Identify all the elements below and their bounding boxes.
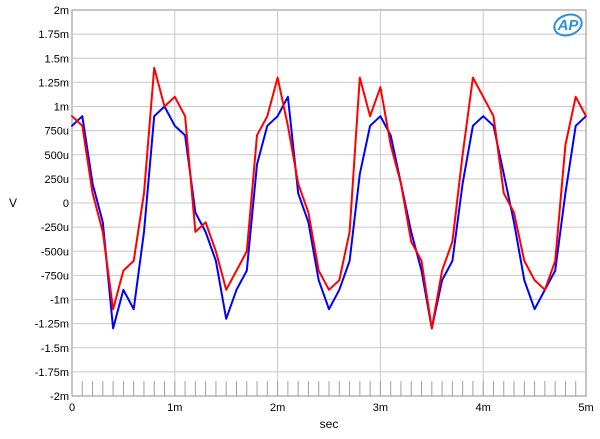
grid [72,10,586,396]
series-layer [71,66,587,330]
y-tick-label: 250u [45,174,69,186]
x-axis-title: sec [320,417,339,431]
y-tick-label: 1.25m [38,77,69,89]
y-tick-label: 500u [45,150,69,162]
x-tick-label: 4m [476,402,491,414]
y-tick-label: 2m [54,5,69,17]
x-tick-labels: 0 1m 2m 3m 4m 5m [69,402,594,414]
series-line-1 [71,95,587,330]
series-line-2 [71,66,587,330]
y-tick-label: 1.75m [38,29,69,41]
x-tick-label: 2m [270,402,285,414]
x-minor-ticks [81,381,577,396]
x-tick-label: 3m [373,402,388,414]
y-tick-label: -2m [50,391,69,403]
y-tick-label: 0 [63,198,69,210]
ap-logo: AP [553,13,583,37]
y-tick-label: -250u [41,222,69,234]
y-tick-label: -750u [41,270,69,282]
y-tick-label: 1m [54,102,69,114]
y-tick-label: 1.5m [45,53,69,65]
y-tick-label: -1.5m [41,343,69,355]
x-tick-label: 5m [578,402,593,414]
ap-logo-text: AP [557,17,580,34]
y-tick-label: -1m [50,295,69,307]
y-tick-label: 750u [45,126,69,138]
y-tick-label: -1.25m [35,319,69,331]
y-tick-label: -1.75m [35,367,69,379]
y-axis-title: V [9,196,17,210]
y-tick-labels: 2m 1.75m 1.5m 1.25m 1m 750u 500u 250u 0 -250u -500… [35,5,69,403]
ap-logo-ring [553,13,583,37]
x-tick-label: 0 [69,402,75,414]
y-tick-label: -500u [41,246,69,258]
x-tick-label: 1m [167,402,182,414]
